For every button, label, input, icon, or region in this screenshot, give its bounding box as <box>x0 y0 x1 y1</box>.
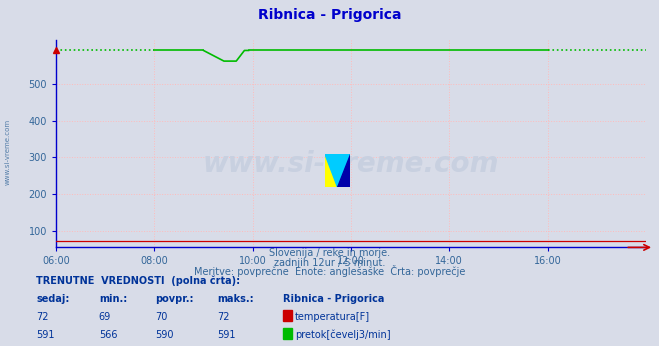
Text: povpr.:: povpr.: <box>155 294 193 304</box>
Text: 591: 591 <box>217 330 236 340</box>
Text: min.:: min.: <box>99 294 127 304</box>
Text: www.si-vreme.com: www.si-vreme.com <box>5 119 11 185</box>
Text: 72: 72 <box>36 312 49 322</box>
Text: TRENUTNE  VREDNOSTI  (polna črta):: TRENUTNE VREDNOSTI (polna črta): <box>36 276 241 286</box>
Text: Slovenija / reke in morje.: Slovenija / reke in morje. <box>269 248 390 258</box>
Text: 590: 590 <box>155 330 173 340</box>
Text: sedaj:: sedaj: <box>36 294 70 304</box>
Polygon shape <box>337 154 350 187</box>
Text: 70: 70 <box>155 312 167 322</box>
Text: zadnjih 12ur / 5 minut.: zadnjih 12ur / 5 minut. <box>273 258 386 268</box>
Text: Ribnica - Prigorica: Ribnica - Prigorica <box>258 8 401 22</box>
Text: 69: 69 <box>99 312 111 322</box>
Text: pretok[čevelj3/min]: pretok[čevelj3/min] <box>295 330 391 340</box>
Text: Meritve: povprečne  Enote: anglešaške  Črta: povprečje: Meritve: povprečne Enote: anglešaške Črt… <box>194 265 465 277</box>
Polygon shape <box>325 154 350 187</box>
Text: 591: 591 <box>36 330 55 340</box>
Text: 72: 72 <box>217 312 230 322</box>
Text: maks.:: maks.: <box>217 294 254 304</box>
Text: Ribnica - Prigorica: Ribnica - Prigorica <box>283 294 385 304</box>
Text: www.si-vreme.com: www.si-vreme.com <box>203 151 499 178</box>
Text: 566: 566 <box>99 330 117 340</box>
Polygon shape <box>325 154 337 187</box>
Text: temperatura[F]: temperatura[F] <box>295 312 370 322</box>
